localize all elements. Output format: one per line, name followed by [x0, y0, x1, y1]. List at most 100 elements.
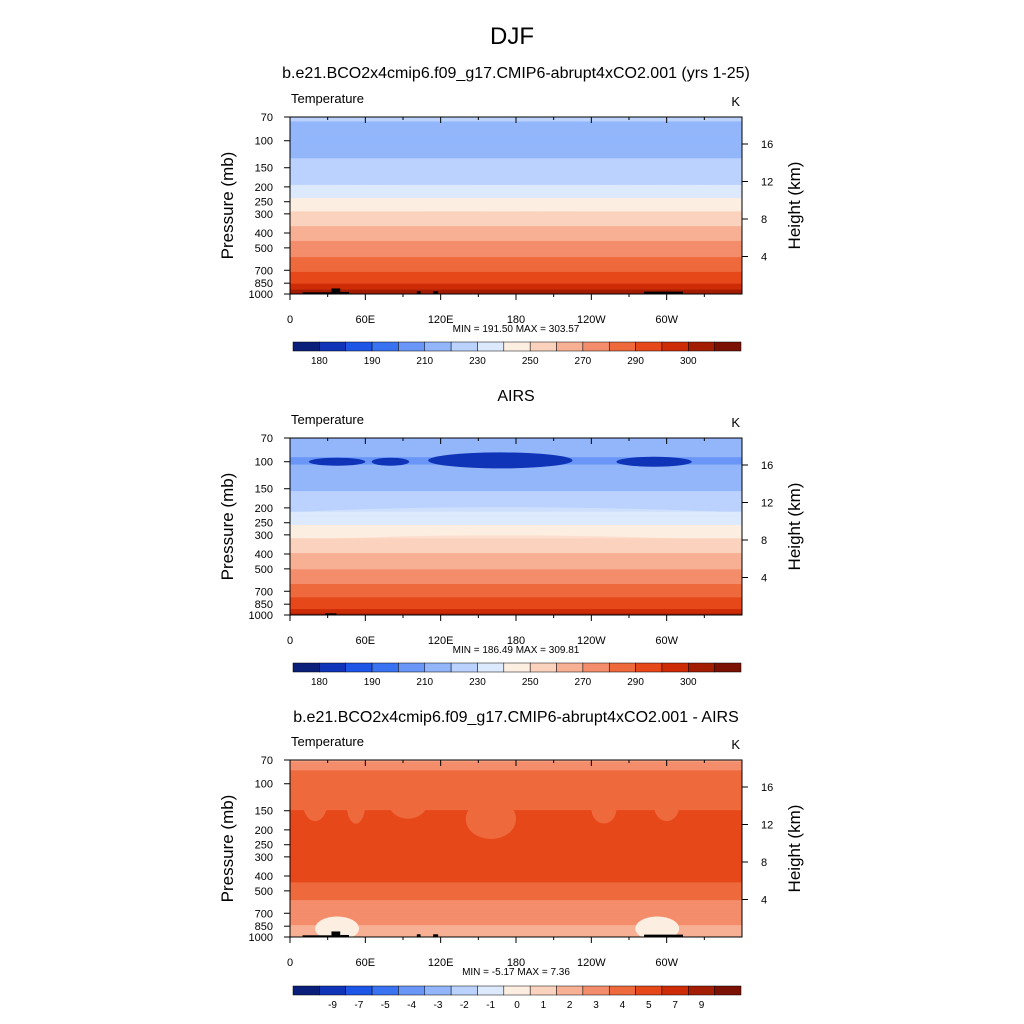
- contour-band: [290, 932, 742, 935]
- contour-band: [290, 588, 742, 591]
- contour-band: [290, 242, 742, 245]
- contour-band: [290, 560, 742, 563]
- contour-band: [290, 556, 742, 559]
- contour-band: [290, 264, 742, 267]
- y-tick-label: 150: [255, 484, 273, 496]
- contour-band: [290, 530, 742, 533]
- contour-band: [290, 612, 742, 615]
- contour-band: [290, 767, 742, 770]
- contour-band: [290, 795, 742, 798]
- contour-band: [290, 558, 742, 562]
- contour-band: [290, 240, 742, 243]
- topography-mask: [644, 291, 683, 294]
- contour-band: [290, 929, 742, 932]
- contour-band: [290, 810, 742, 813]
- contour-band: [290, 595, 742, 598]
- contour-band: [290, 839, 742, 842]
- contour-band: [290, 900, 742, 903]
- contour-band: [290, 848, 742, 851]
- contour-band: [290, 514, 742, 517]
- contour-band: [290, 470, 742, 473]
- contour-band: [290, 502, 742, 505]
- cool-patch: [635, 916, 680, 937]
- contour-band: [290, 903, 742, 906]
- y-tick-label: 850: [255, 921, 273, 933]
- contour-band: [290, 569, 742, 572]
- topography-mask: [416, 291, 421, 294]
- contour-band: [290, 274, 742, 277]
- colorbar-label: -2: [460, 1000, 469, 1011]
- contour-band: [290, 923, 742, 926]
- warm-patch: [421, 782, 447, 798]
- colorbar-swatch: [608, 662, 636, 673]
- contour-band: [290, 184, 742, 187]
- x-tick-label: 0: [287, 957, 293, 969]
- contour-band: [290, 443, 742, 446]
- colorbar-label: 7: [672, 1000, 678, 1011]
- warm-patch: [387, 783, 429, 819]
- contour-band: [290, 519, 742, 522]
- contour-band: [290, 914, 742, 917]
- y-tick-label: 400: [255, 871, 273, 883]
- contour-band: [290, 226, 742, 229]
- units-label: K: [731, 415, 740, 430]
- contour-band: [290, 232, 742, 235]
- contour-band: [290, 920, 742, 923]
- colorbar-swatch: [661, 341, 689, 352]
- height-tick-label: 8: [761, 214, 767, 226]
- contour-band: [290, 804, 742, 807]
- colorbar-swatch: [714, 662, 742, 673]
- contour-band: [290, 277, 742, 280]
- units-label: K: [731, 94, 740, 109]
- topography-mask: [302, 935, 332, 937]
- contour-band: [290, 201, 742, 204]
- contour-band: [290, 178, 742, 182]
- contour-band: [290, 165, 742, 168]
- contour-band: [290, 128, 742, 131]
- contour-band: [290, 147, 742, 151]
- contour-band: [290, 252, 742, 255]
- contour-band: [290, 911, 742, 914]
- contour-band: [290, 162, 742, 165]
- contour-band: [290, 861, 742, 864]
- colorbar-label: 250: [522, 356, 539, 367]
- x-tick-label: 60W: [655, 314, 678, 326]
- y-tick-label: 100: [255, 779, 273, 791]
- units-label: K: [731, 737, 740, 752]
- contour-band: [290, 919, 742, 922]
- contour-band: [290, 489, 742, 492]
- panel-title: b.e21.BCO2x4cmip6.f09_g17.CMIP6-abrupt4x…: [293, 709, 739, 726]
- contour-band: [290, 928, 742, 931]
- colorbar-swatch: [424, 662, 452, 673]
- contour-band: [290, 790, 742, 794]
- contour-band: [290, 134, 742, 137]
- colorbar-swatch: [529, 985, 557, 996]
- contour-band: [290, 833, 742, 836]
- height-tick-label: 4: [761, 252, 767, 264]
- contour-band: [290, 468, 742, 472]
- colorbar-swatch: [556, 985, 584, 996]
- x-tick-label: 0: [287, 314, 293, 326]
- colorbar-label: 210: [416, 356, 433, 367]
- topography-mask: [331, 288, 341, 294]
- contour-band: [290, 174, 742, 177]
- y-tick-label: 500: [255, 243, 273, 255]
- contour-band: [290, 916, 742, 919]
- contour-band: [290, 875, 742, 878]
- colorbar-label: 190: [364, 677, 381, 688]
- contour-band: [290, 288, 742, 291]
- contour-band: [290, 551, 742, 554]
- y-tick-label: 500: [255, 564, 273, 576]
- variable-label: Temperature: [291, 412, 364, 427]
- contour-band: [290, 802, 742, 805]
- colorbar: -9 -7 -5 -4 -3 -2 -1 0 1 2 3 4 5 7 9: [292, 985, 742, 1011]
- y-tick-label: 700: [255, 908, 273, 920]
- contour-band: [290, 139, 742, 142]
- topography-mask: [340, 934, 350, 937]
- contour-band: [290, 835, 742, 838]
- contour-band: [290, 811, 742, 814]
- contour-band: [290, 176, 742, 179]
- contour-band: [290, 526, 742, 529]
- contour-band: [290, 235, 742, 238]
- colorbar-swatch: [398, 341, 426, 352]
